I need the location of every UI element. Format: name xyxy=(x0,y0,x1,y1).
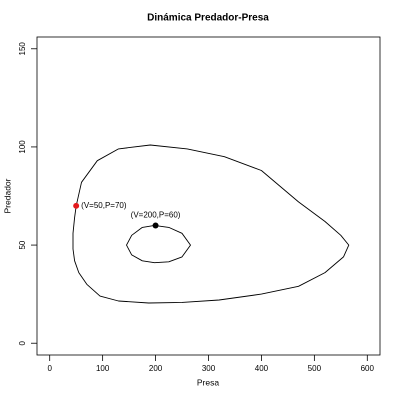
plot-box xyxy=(36,36,381,356)
orbit xyxy=(126,224,191,264)
point-label: (V=50,P=70) xyxy=(81,201,127,210)
x-tick-label: 0 xyxy=(47,364,52,373)
start-point xyxy=(73,202,80,209)
x-tick-label: 600 xyxy=(361,364,375,373)
x-axis-label: Presa xyxy=(197,377,219,387)
y-tick-label: 0 xyxy=(18,340,27,345)
y-tick-label: 50 xyxy=(18,240,27,249)
x-tick-label: 200 xyxy=(149,364,163,373)
start-point xyxy=(152,222,159,229)
x-tick-label: 400 xyxy=(255,364,269,373)
orbit xyxy=(72,144,350,304)
y-axis-label: Predador xyxy=(2,178,12,213)
chart-title: Dinámica Predador-Presa xyxy=(147,13,269,24)
y-tick-label: 100 xyxy=(18,140,27,154)
x-tick-label: 500 xyxy=(308,364,322,373)
x-tick-label: 100 xyxy=(96,364,110,373)
y-tick-label: 150 xyxy=(18,42,27,56)
point-label: (V=200,P=60) xyxy=(131,211,181,220)
x-tick-label: 300 xyxy=(202,364,216,373)
